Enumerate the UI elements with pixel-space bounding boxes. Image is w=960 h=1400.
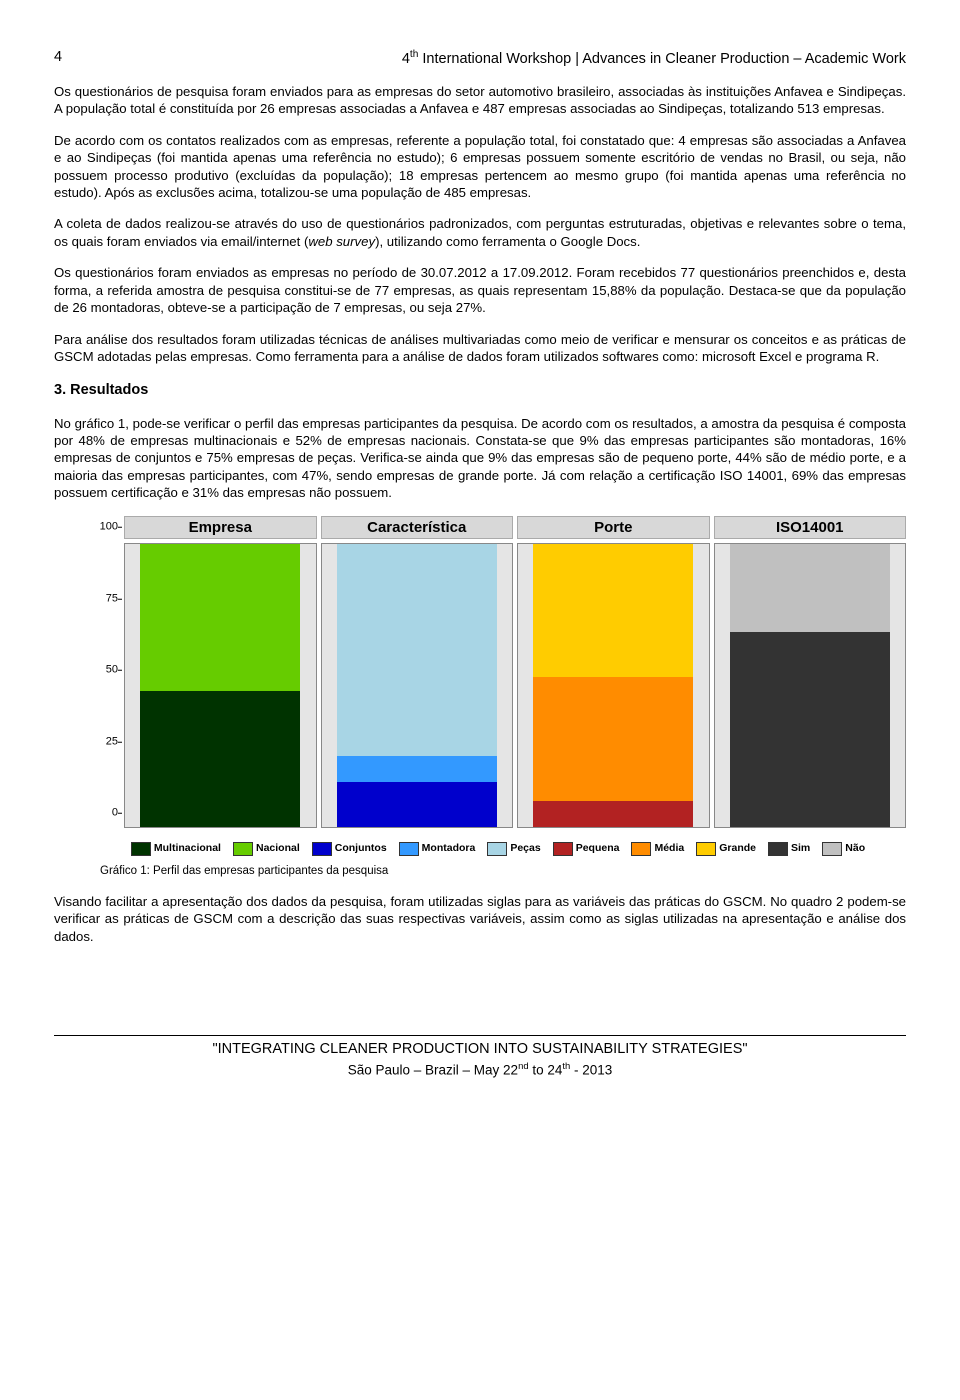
legend-label: Peças — [510, 842, 540, 856]
chart-panel: Característica — [321, 516, 514, 828]
chart-panel-bar — [321, 543, 514, 827]
paragraph-3: A coleta de dados realizou-se através do… — [54, 215, 906, 250]
legend-label: Média — [654, 842, 684, 856]
chart-panel: Porte — [517, 516, 710, 828]
legend-swatch — [312, 842, 332, 856]
legend-label: Pequena — [576, 842, 620, 856]
legend-swatch — [487, 842, 507, 856]
legend-item: Montadora — [399, 842, 476, 856]
chart-segment — [730, 544, 890, 631]
page-footer: "INTEGRATING CLEANER PRODUCTION INTO SUS… — [54, 1035, 906, 1079]
legend-label: Grande — [719, 842, 756, 856]
paragraph-6: No gráfico 1, pode-se verificar o perfil… — [54, 415, 906, 502]
legend-swatch — [696, 842, 716, 856]
legend-item: Média — [631, 842, 684, 856]
chart-panel-bar — [714, 543, 907, 827]
chart-segment — [337, 756, 497, 781]
ytick: 50 — [106, 663, 118, 678]
legend-swatch — [399, 842, 419, 856]
chart-segment — [533, 677, 693, 801]
legend-swatch — [631, 842, 651, 856]
legend-item: Peças — [487, 842, 540, 856]
chart-panel: Empresa — [124, 516, 317, 828]
legend-swatch — [553, 842, 573, 856]
ytick: 0 — [112, 806, 118, 821]
legend-swatch — [768, 842, 788, 856]
chart-segment — [337, 782, 497, 827]
legend-item: Pequena — [553, 842, 620, 856]
legend-label: Multinacional — [154, 842, 221, 856]
header-title: 4th International Workshop | Advances in… — [402, 48, 906, 69]
section-title-resultados: 3. Resultados — [54, 381, 906, 400]
legend-label: Nacional — [256, 842, 300, 856]
chart-panel-title: Característica — [321, 516, 514, 540]
paragraph-4: Os questionários foram enviados as empre… — [54, 264, 906, 316]
chart-segment — [730, 632, 890, 827]
footer-line-2: São Paulo – Brazil – May 22nd to 24th - … — [54, 1061, 906, 1079]
chart-panel-bar — [124, 543, 317, 827]
legend-swatch — [131, 842, 151, 856]
chart-segment — [533, 801, 693, 826]
paragraph-5: Para análise dos resultados foram utiliz… — [54, 331, 906, 366]
chart-panel-title: Empresa — [124, 516, 317, 540]
footer-line-1: "INTEGRATING CLEANER PRODUCTION INTO SUS… — [54, 1040, 906, 1059]
paragraph-1: Os questionários de pesquisa foram envia… — [54, 83, 906, 118]
legend-swatch — [822, 842, 842, 856]
paragraph-2: De acordo com os contatos realizados com… — [54, 132, 906, 202]
chart-grafico-1: Distribuição das empresas participantes … — [54, 516, 906, 879]
legend-swatch — [233, 842, 253, 856]
chart-segment — [533, 544, 693, 677]
legend-item: Multinacional — [131, 842, 221, 856]
page-header: 4 4th International Workshop | Advances … — [54, 48, 906, 69]
chart-segment — [337, 544, 497, 756]
chart-panel-title: ISO14001 — [714, 516, 907, 540]
chart-panel-bar — [517, 543, 710, 827]
legend-label: Sim — [791, 842, 810, 856]
legend-label: Conjuntos — [335, 842, 387, 856]
chart-caption: Gráfico 1: Perfil das empresas participa… — [100, 864, 906, 879]
paragraph-7: Visando facilitar a apresentação dos dad… — [54, 893, 906, 945]
chart-yaxis: 0255075100 — [90, 530, 120, 828]
legend-item: Conjuntos — [312, 842, 387, 856]
chart-legend: Multinacional Nacional Conjuntos Montadora P… — [90, 842, 906, 856]
chart-panel-title: Porte — [517, 516, 710, 540]
legend-item: Grande — [696, 842, 756, 856]
chart-panel: ISO14001 — [714, 516, 907, 828]
page-number: 4 — [54, 48, 62, 69]
chart-segment — [140, 691, 300, 826]
ytick: 75 — [106, 591, 118, 606]
ytick: 25 — [106, 734, 118, 749]
legend-label: Não — [845, 842, 865, 856]
legend-item: Nacional — [233, 842, 300, 856]
legend-label: Montadora — [422, 842, 476, 856]
legend-item: Sim — [768, 842, 810, 856]
ytick: 100 — [100, 520, 118, 535]
chart-segment — [140, 544, 300, 691]
legend-item: Não — [822, 842, 865, 856]
